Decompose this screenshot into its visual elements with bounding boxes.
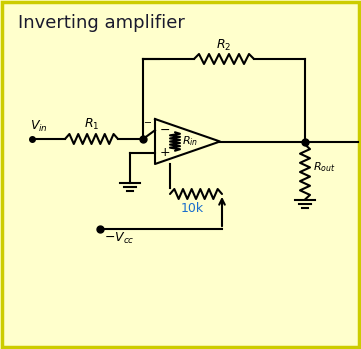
Text: 10k: 10k [180,202,204,215]
Text: Inverting amplifier: Inverting amplifier [18,14,185,32]
Text: $-V_{cc}$: $-V_{cc}$ [104,231,135,246]
Text: $V_{in}$: $V_{in}$ [30,119,48,134]
Text: $R_{out}$: $R_{out}$ [313,160,336,174]
Text: I−: I− [141,118,152,128]
Text: $R_{in}$: $R_{in}$ [182,135,198,148]
Text: +: + [160,146,171,159]
Text: −: − [160,124,170,137]
Text: $R_2$: $R_2$ [216,38,232,53]
Text: $R_1$: $R_1$ [84,117,99,132]
